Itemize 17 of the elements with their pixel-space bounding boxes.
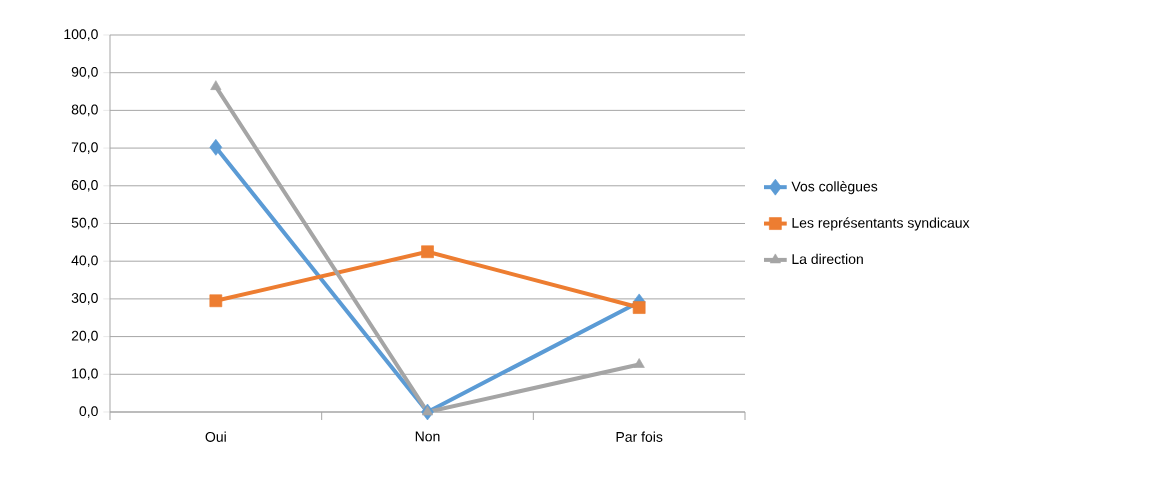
legend-label: Vos collègues [791, 180, 878, 195]
y-tick-label: 40,0 [71, 255, 98, 267]
x-tick-label: Non [415, 431, 440, 442]
y-tick-label: 60,0 [71, 180, 98, 192]
legend-label: Les représentants syndicaux [792, 217, 970, 231]
y-tick-label: 20,0 [71, 330, 98, 343]
y-tick-label: 70,0 [71, 142, 98, 154]
y-tick-label: 90,0 [71, 66, 98, 79]
y-tick-label: 100,0 [64, 29, 98, 41]
y-tick-label: 30,0 [71, 293, 98, 305]
y-tick-label: 0,0 [79, 406, 98, 418]
y-tick-label: 10,0 [72, 368, 98, 381]
legend-label: La direction [792, 253, 863, 265]
y-tick-label: 80,0 [71, 104, 98, 117]
x-tick-label: Par fois [616, 431, 663, 442]
x-tick-label: Oui [205, 431, 226, 442]
y-tick-label: 50,0 [71, 217, 98, 230]
